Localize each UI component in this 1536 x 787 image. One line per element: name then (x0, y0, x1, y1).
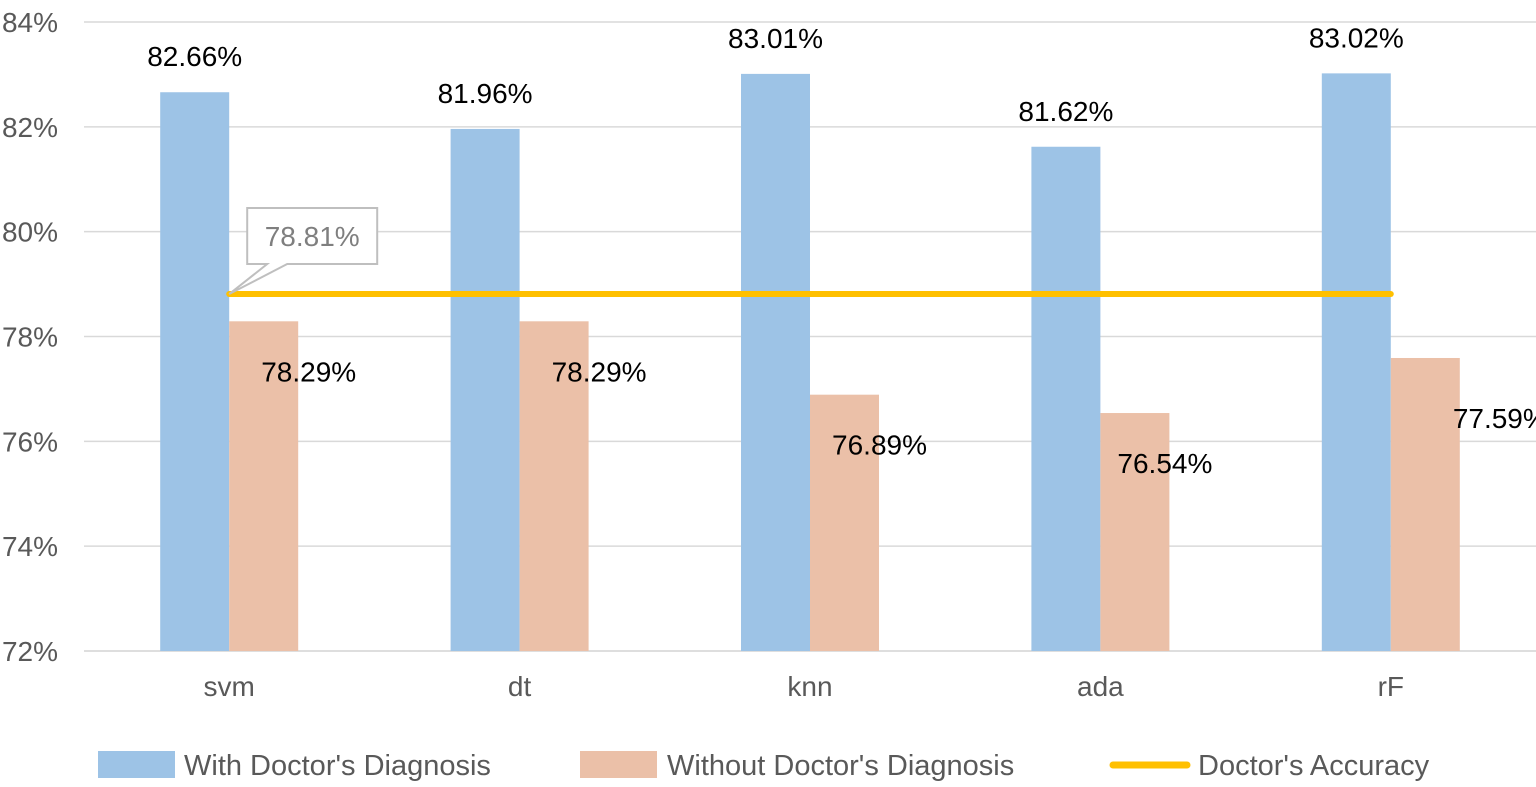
data-labels: 82.66% 78.29% 81.96% 78.29% 83.01% 76.89% 81.6… (147, 22, 1536, 479)
category-label-dt: dt (508, 671, 532, 702)
data-label-with-dt: 81.96% (438, 78, 533, 109)
bar-without-rF (1390, 357, 1460, 651)
data-label-without-svm: 78.29% (261, 356, 356, 387)
bars (160, 73, 1460, 652)
bar-with-rF (1321, 73, 1391, 651)
y-tick-label-82: 82% (2, 112, 58, 143)
legend-label-with: With Doctor's Diagnosis (184, 750, 491, 782)
category-label-ada: ada (1077, 671, 1124, 702)
y-axis-ticks: 72% 74% 76% 78% 80% 82% 84% (2, 7, 58, 667)
data-label-without-rF: 77.59% (1453, 403, 1536, 434)
bar-without-svm (229, 321, 299, 651)
reference-callout: 78.81% (228, 207, 379, 295)
data-label-with-ada: 81.62% (1018, 96, 1113, 127)
data-label-with-rF: 83.02% (1309, 22, 1404, 53)
reference-callout-box (228, 207, 379, 295)
category-label-knn: knn (787, 671, 832, 702)
y-tick-label-84: 84% (2, 7, 58, 38)
legend: With Doctor's Diagnosis Without Doctor's … (98, 750, 1430, 782)
bar-with-knn (741, 73, 810, 651)
legend-swatch-with (98, 751, 175, 778)
y-tick-label-80: 80% (2, 217, 58, 248)
data-label-without-dt: 78.29% (552, 356, 647, 387)
y-tick-label-74: 74% (2, 531, 58, 562)
bar-with-ada (1031, 146, 1101, 652)
category-label-svm: svm (204, 671, 255, 702)
data-label-without-ada: 76.54% (1117, 448, 1212, 479)
y-tick-label-76: 76% (2, 426, 58, 457)
bar-without-dt (519, 321, 589, 651)
bar-without-ada (1100, 413, 1170, 651)
legend-label-without: Without Doctor's Diagnosis (667, 750, 1014, 782)
data-label-with-svm: 82.66% (147, 41, 242, 72)
legend-swatch-without (580, 751, 657, 778)
bar-with-svm (160, 92, 230, 651)
y-tick-label-72: 72% (2, 636, 58, 667)
bar-with-dt (450, 128, 520, 651)
data-label-with-knn: 83.01% (728, 23, 823, 54)
legend-label-doctors-accuracy: Doctor's Accuracy (1198, 750, 1430, 782)
y-tick-label-78: 78% (2, 322, 58, 353)
reference-callout-label: 78.81% (265, 221, 360, 252)
category-label-rF: rF (1378, 671, 1404, 702)
data-label-without-knn: 76.89% (832, 430, 927, 461)
x-axis-categories: svm dt knn ada rF (204, 671, 1404, 702)
bar-without-knn (810, 394, 879, 651)
